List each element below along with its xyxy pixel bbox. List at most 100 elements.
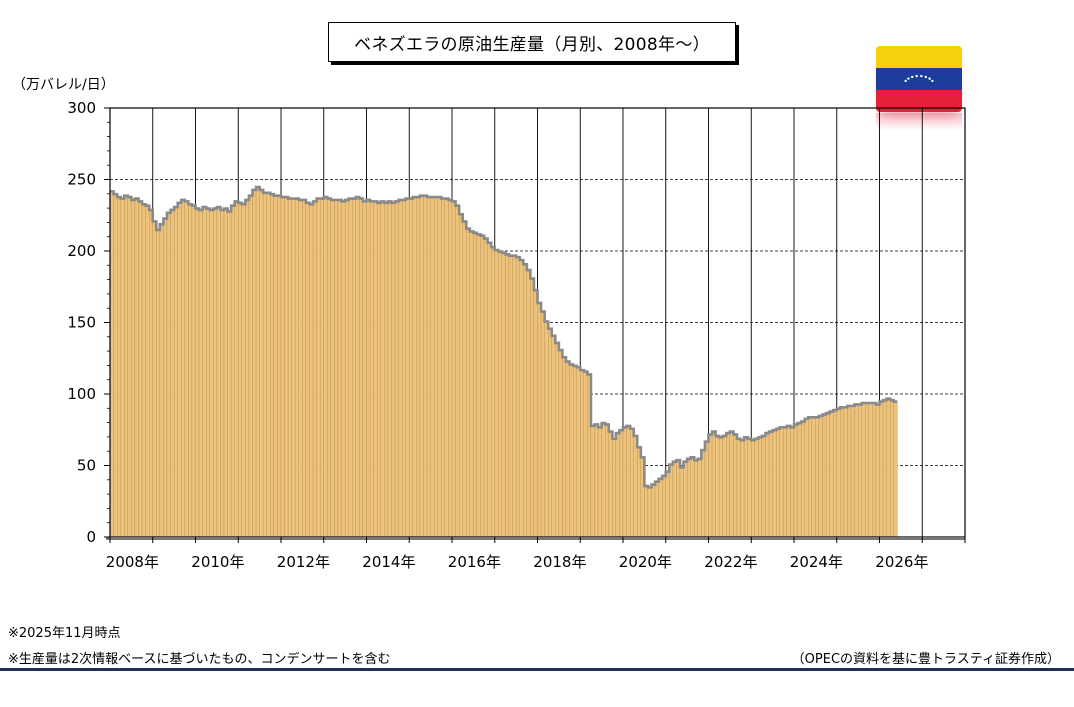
bar (701, 451, 706, 538)
bar (850, 406, 855, 538)
bar (202, 207, 207, 538)
bar (416, 197, 421, 538)
bar (637, 448, 641, 538)
bar (868, 403, 873, 538)
bar (444, 199, 449, 538)
bar (469, 232, 474, 538)
bar (462, 222, 467, 538)
bar (558, 350, 563, 538)
bar (708, 435, 713, 538)
bar (405, 199, 410, 538)
bar (629, 429, 634, 538)
flag-star-icon (915, 74, 918, 78)
bar (280, 197, 285, 538)
bar (662, 476, 666, 538)
bar (765, 433, 770, 538)
bar (327, 199, 332, 538)
bar (373, 202, 378, 538)
bar (181, 200, 185, 538)
bar (191, 206, 196, 538)
bar (223, 209, 228, 538)
bar (658, 479, 663, 538)
bar (768, 432, 773, 538)
bar (847, 406, 852, 538)
bar (829, 412, 834, 538)
bar (793, 425, 798, 538)
bar (302, 200, 307, 538)
x-tick-label: 2020年 (619, 553, 672, 571)
bar (861, 403, 866, 538)
bar (562, 358, 567, 538)
bar (312, 202, 317, 538)
bar (747, 439, 752, 538)
bar (273, 196, 278, 538)
bar (377, 203, 381, 538)
bar (337, 200, 342, 538)
bars-layer (109, 185, 898, 538)
bar (195, 209, 200, 538)
bar (423, 196, 428, 538)
bar (177, 203, 182, 538)
bar (854, 405, 859, 538)
bar (441, 199, 446, 538)
bar (124, 196, 128, 538)
bar (704, 442, 709, 538)
bar (597, 428, 602, 538)
bar (651, 485, 656, 538)
bar (580, 370, 584, 538)
bar (722, 436, 727, 538)
bar (134, 199, 139, 538)
bar (601, 423, 606, 538)
y-tick-label: 150 (67, 314, 96, 332)
x-tick-label: 2016年 (448, 553, 501, 571)
x-tick-label: 2022年 (704, 553, 757, 571)
bar (690, 458, 695, 538)
bar (188, 205, 193, 538)
bar (409, 199, 413, 538)
y-tick-label: 300 (67, 99, 96, 117)
bar (316, 199, 321, 538)
bottom-rule (0, 668, 1074, 671)
x-tick-label: 2026年 (875, 553, 928, 571)
bar (277, 196, 282, 538)
bar (843, 408, 848, 538)
y-tick-label: 100 (67, 385, 96, 403)
y-axis-unit-label: （万バレル/日） (12, 77, 115, 93)
bar (298, 200, 303, 538)
bar (515, 257, 520, 538)
bar (890, 400, 894, 538)
bar (138, 202, 143, 538)
bar (152, 222, 157, 538)
bar (369, 202, 374, 538)
bar (330, 200, 335, 538)
bar (875, 405, 880, 538)
bar (857, 405, 862, 538)
bar (608, 432, 613, 538)
bar (287, 199, 292, 538)
bar (149, 210, 153, 538)
y-tick-label: 0 (86, 528, 96, 546)
bar (341, 202, 346, 538)
bar (512, 256, 517, 538)
bar (255, 187, 260, 538)
bar (612, 439, 617, 538)
bar (213, 209, 218, 538)
flag-star-icon (924, 75, 928, 79)
bar (569, 365, 574, 538)
flag-reflection (876, 113, 962, 131)
bar (836, 409, 841, 538)
bar (779, 428, 784, 538)
bar (291, 199, 296, 538)
bar (590, 426, 595, 538)
bar (437, 197, 442, 538)
bar (451, 202, 456, 538)
bar (380, 202, 385, 538)
bar (822, 415, 827, 538)
bar (491, 247, 495, 538)
bar (840, 408, 845, 538)
bar (540, 312, 545, 538)
flag-stars-icon (904, 74, 934, 83)
bar (615, 433, 620, 538)
bar (348, 199, 353, 538)
bar (526, 270, 531, 538)
